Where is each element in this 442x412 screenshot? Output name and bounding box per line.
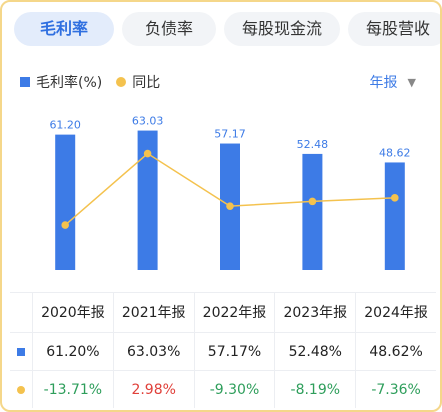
line-series-marker bbox=[17, 385, 25, 394]
bar-value-label: 48.62 bbox=[379, 146, 411, 159]
yoy-point bbox=[226, 202, 234, 210]
value-cell: 57.17% bbox=[193, 333, 275, 370]
yoy-point bbox=[143, 149, 152, 158]
header-cell: 2020年报 bbox=[32, 293, 113, 332]
tab-debt-ratio[interactable]: 负债率 bbox=[122, 12, 216, 46]
table-row-gross-margin: 61.20% 63.03% 57.17% 52.48% 48.62% bbox=[10, 332, 436, 370]
yoy-cell: -8.19% bbox=[274, 371, 355, 408]
caret-down-icon: ▼ bbox=[407, 75, 416, 89]
bar bbox=[384, 162, 405, 270]
table-header-row: 2020年报 2021年报 2022年报 2023年报 2024年报 bbox=[10, 292, 436, 332]
yoy-cell: 2.98% bbox=[112, 371, 194, 408]
data-table: 2020年报 2021年报 2022年报 2023年报 2024年报 61.20… bbox=[10, 292, 436, 408]
bar-value-label: 63.03 bbox=[132, 115, 164, 128]
bar-value-label: 57.17 bbox=[214, 128, 246, 141]
yoy-point bbox=[61, 221, 69, 229]
bar bbox=[55, 134, 76, 270]
yoy-point bbox=[308, 197, 317, 206]
yoy-cell: -7.36% bbox=[355, 371, 436, 408]
bar-value-label: 61.20 bbox=[49, 119, 81, 132]
bar-legend-swatch bbox=[20, 77, 30, 87]
chart-legend: 毛利率(%) 同比 bbox=[20, 72, 160, 92]
yoy-cell: -13.71% bbox=[32, 371, 113, 408]
yoy-point bbox=[391, 194, 399, 202]
value-cell: 63.03% bbox=[112, 333, 194, 370]
period-label: 年报 bbox=[369, 75, 398, 91]
tab-gross-margin[interactable]: 毛利率 bbox=[14, 12, 114, 46]
value-cell: 52.48% bbox=[274, 333, 355, 370]
bar bbox=[302, 153, 323, 270]
metric-tabs: 毛利率 负债率 每股现金流 每股营收 bbox=[14, 12, 440, 46]
gross-margin-chart: 61.20 63.03 57.17 52.48 48.62 bbox=[49, 115, 411, 270]
header-cell: 2022年报 bbox=[193, 293, 275, 332]
row-mark-cell bbox=[10, 347, 32, 356]
value-cell: 61.20% bbox=[32, 333, 113, 370]
table-row-yoy: -13.71% 2.98% -9.30% -8.19% -7.36% bbox=[10, 370, 436, 408]
tab-cash-flow-per-share[interactable]: 每股现金流 bbox=[224, 12, 340, 46]
value-cell: 48.62% bbox=[355, 333, 436, 370]
bar-series-marker bbox=[17, 347, 25, 356]
bar-legend-label: 毛利率(%) bbox=[36, 75, 103, 91]
yoy-cell: -9.30% bbox=[193, 371, 275, 408]
line-legend-swatch bbox=[116, 77, 127, 87]
period-selector[interactable]: 年报 ▼ bbox=[370, 72, 416, 92]
line-legend-label: 同比 bbox=[132, 75, 161, 91]
tab-revenue-per-share[interactable]: 每股营收 bbox=[348, 12, 440, 46]
header-cell: 2024年报 bbox=[355, 293, 436, 332]
bar-value-label: 52.48 bbox=[297, 138, 329, 151]
header-cell: 2021年报 bbox=[112, 293, 194, 332]
bar bbox=[137, 130, 158, 270]
header-cell: 2023年报 bbox=[274, 293, 355, 332]
row-mark-cell bbox=[10, 385, 32, 394]
